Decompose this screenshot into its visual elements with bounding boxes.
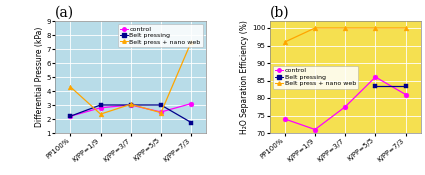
Legend: control, Belt pressing, Belt press + nano web: control, Belt pressing, Belt press + nan… [273, 65, 358, 89]
Text: (b): (b) [270, 6, 289, 20]
Y-axis label: H₂O Separation Efficiency (%): H₂O Separation Efficiency (%) [240, 20, 249, 134]
Legend: control, Belt pressing, Belt press + nano web: control, Belt pressing, Belt press + nan… [118, 24, 203, 47]
Y-axis label: Differential Pressure (kPa): Differential Pressure (kPa) [35, 27, 44, 127]
Text: (a): (a) [55, 6, 74, 20]
